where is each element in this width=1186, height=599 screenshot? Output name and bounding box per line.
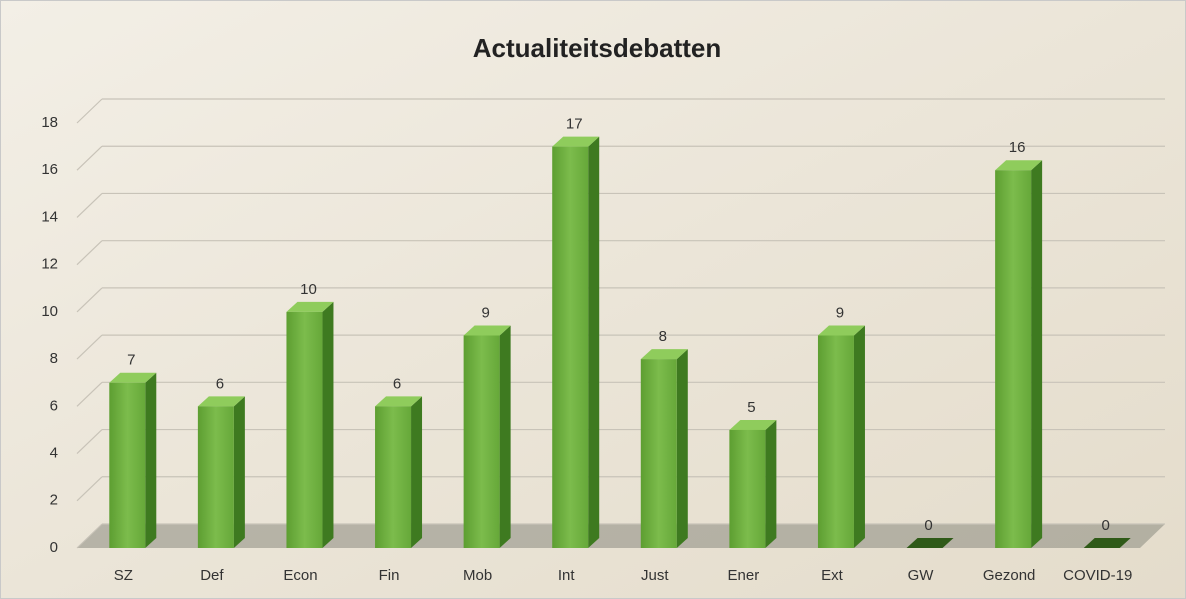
bar-side <box>1031 160 1042 548</box>
y-tick-label: 16 <box>41 161 58 178</box>
data-label: 7 <box>127 352 135 369</box>
y-tick-label: 14 <box>41 208 58 225</box>
bar-side <box>588 137 599 548</box>
data-label: 0 <box>924 517 932 534</box>
y-tick-label: 0 <box>50 539 58 556</box>
bar <box>375 406 411 548</box>
x-tick-label: Int <box>558 567 576 584</box>
bar-side <box>145 373 156 548</box>
page: Actualiteitsdebatten 0 2 4 6 8 10 12 14 16 18 SZ 7 D… <box>0 0 1186 599</box>
y-tick-label: 12 <box>41 256 58 273</box>
data-label: 6 <box>216 375 224 392</box>
bar-side <box>322 302 333 548</box>
bar <box>818 336 854 549</box>
bar <box>286 312 322 548</box>
data-label: 17 <box>566 116 583 133</box>
bar-side <box>765 420 776 548</box>
chart: Actualiteitsdebatten 0 2 4 6 8 10 12 14 16 18 SZ 7 D… <box>0 0 1186 599</box>
data-label: 5 <box>747 399 755 416</box>
bar-side <box>854 326 865 549</box>
data-label: 6 <box>393 375 401 392</box>
y-tick-label: 2 <box>50 492 58 509</box>
x-tick-label: Just <box>641 567 669 584</box>
bar <box>109 383 145 548</box>
data-label: 9 <box>836 304 844 321</box>
data-label: 9 <box>481 304 489 321</box>
y-tick-label: 6 <box>50 397 58 414</box>
x-tick-label: Econ <box>283 567 317 584</box>
y-tick-label: 18 <box>41 114 58 131</box>
x-tick-label: Def <box>200 567 224 584</box>
x-tick-label: GW <box>908 567 935 584</box>
bar-side <box>677 349 688 548</box>
bar <box>641 359 677 548</box>
chart-title: Actualiteitsdebatten <box>473 33 722 63</box>
bar <box>995 170 1031 548</box>
bar <box>198 406 234 548</box>
bar <box>729 430 765 548</box>
bar <box>464 336 500 549</box>
x-tick-label: Gezond <box>983 567 1036 584</box>
x-tick-label: SZ <box>114 567 133 584</box>
y-tick-label: 8 <box>50 350 58 367</box>
x-tick-label: Fin <box>379 567 400 584</box>
bar-side <box>234 396 245 548</box>
x-tick-label: Mob <box>463 567 492 584</box>
x-tick-label: Ener <box>728 567 760 584</box>
y-tick-label: 4 <box>50 445 58 462</box>
x-tick-label: Ext <box>821 567 844 584</box>
bar-side <box>411 396 422 548</box>
data-label: 10 <box>300 281 317 298</box>
bar-side <box>500 326 511 549</box>
x-tick-label: COVID-19 <box>1063 567 1132 584</box>
data-label: 0 <box>1102 517 1110 534</box>
bar <box>552 147 588 548</box>
y-tick-label: 10 <box>41 303 58 320</box>
data-label: 16 <box>1009 139 1026 156</box>
data-label: 8 <box>659 328 667 345</box>
